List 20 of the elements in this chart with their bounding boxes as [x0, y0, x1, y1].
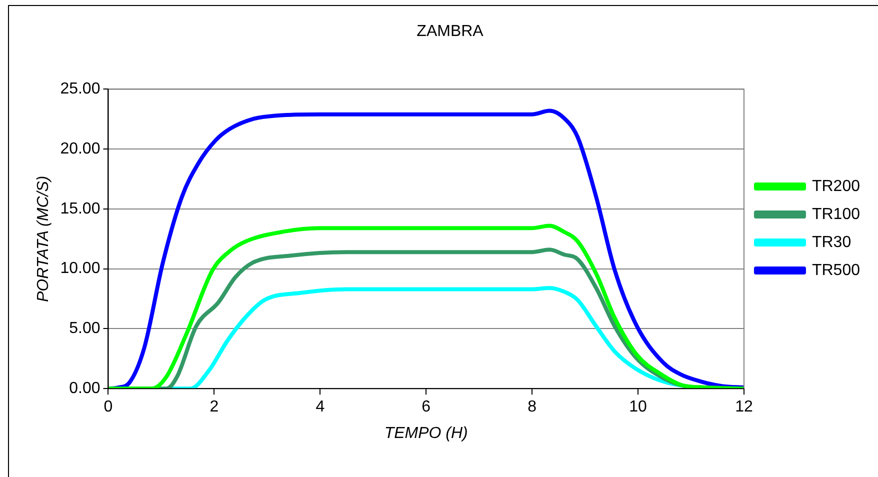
- legend-label: TR30: [812, 234, 852, 251]
- y-tick-label: 5.00: [69, 320, 100, 338]
- x-tick-label: 0: [104, 398, 113, 416]
- x-tick-label: 10: [629, 398, 648, 416]
- y-tick-label: 20.00: [60, 140, 100, 158]
- x-axis-title: TEMPO (H): [384, 424, 468, 442]
- x-tick-label: 6: [422, 398, 431, 416]
- legend-label: TR200: [812, 178, 860, 195]
- chart-title: ZAMBRA: [416, 23, 484, 40]
- x-tick-label: 4: [316, 398, 325, 416]
- legend-label: TR500: [812, 262, 860, 279]
- legend-label: TR100: [812, 206, 860, 223]
- y-tick-label: 10.00: [60, 260, 100, 278]
- y-tick-label: 25.00: [60, 80, 100, 98]
- x-tick-label: 8: [528, 398, 537, 416]
- x-tick-label: 2: [210, 398, 219, 416]
- y-tick-label: 15.00: [60, 200, 100, 218]
- y-tick-label: 0.00: [69, 380, 100, 398]
- x-tick-label: 12: [735, 398, 753, 416]
- y-axis-title: PORTATA (MC/S): [35, 176, 52, 302]
